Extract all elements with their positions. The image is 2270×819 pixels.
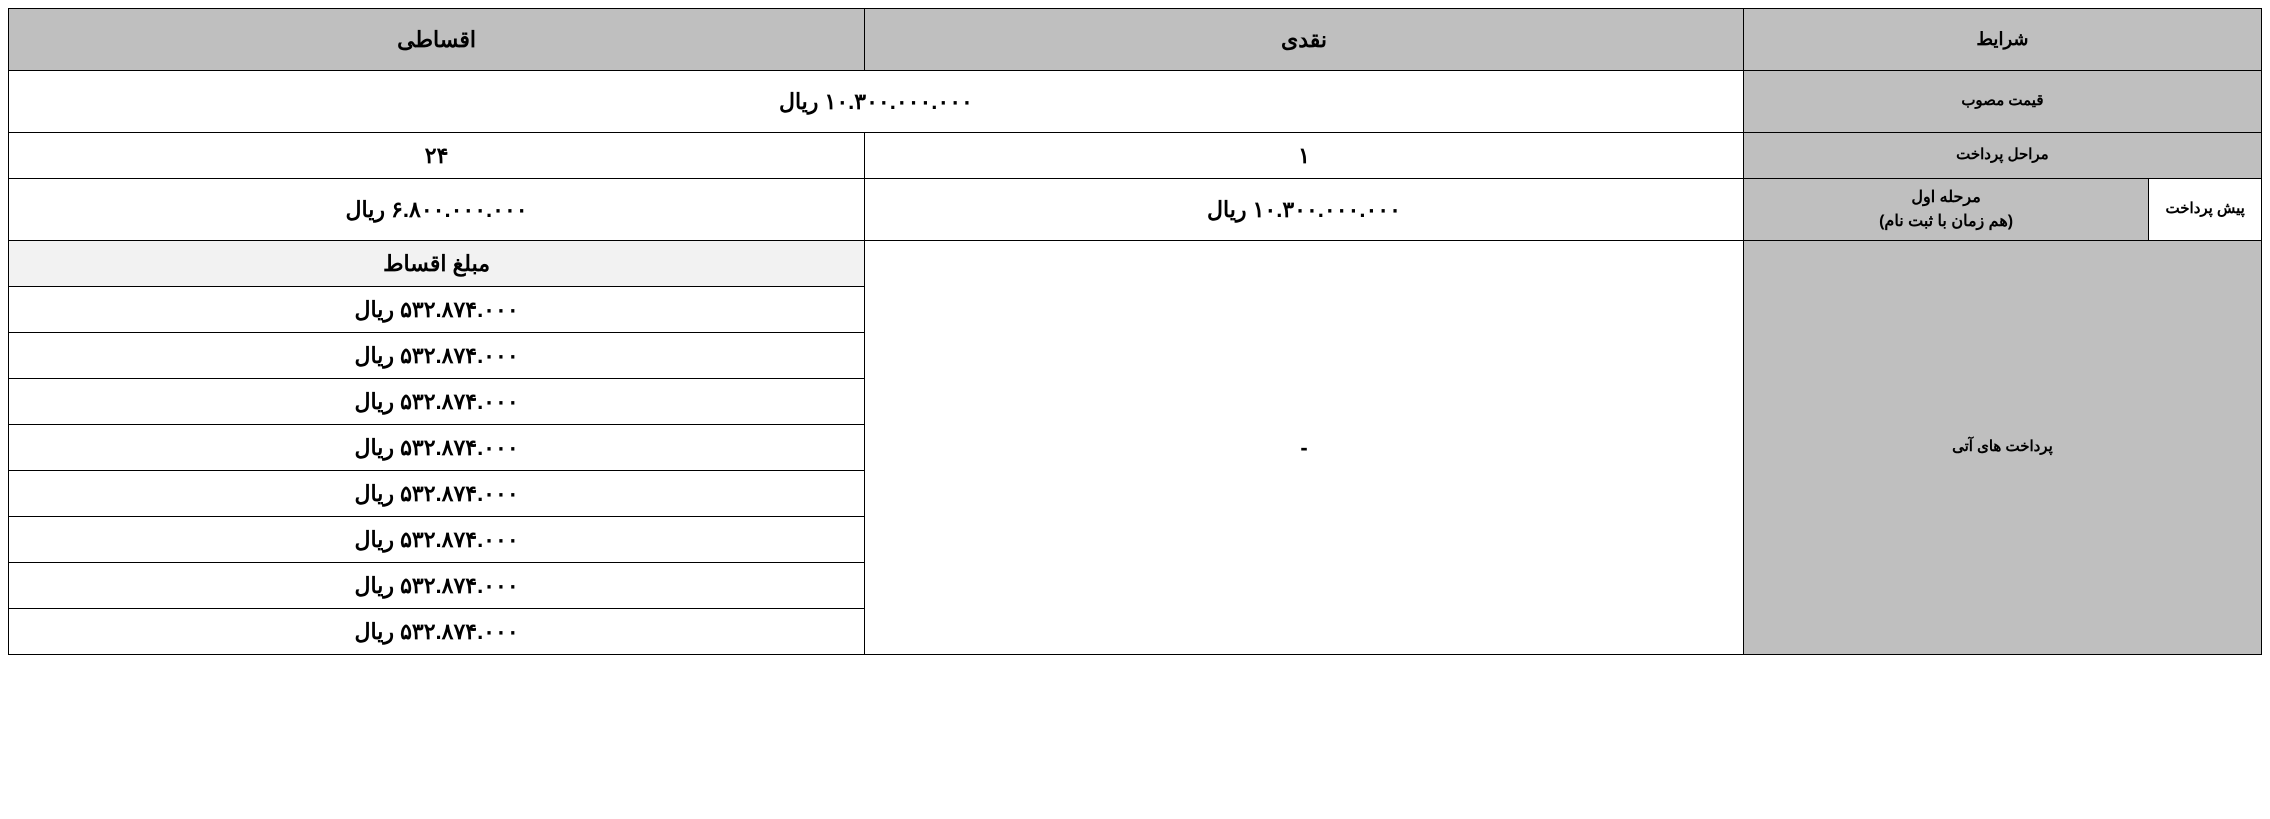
installment-value: ۵۳۲.۸۷۴.۰۰۰ ریال [9, 379, 865, 425]
installment-amount-header: مبلغ اقساط [9, 241, 865, 287]
future-payments-row-0: پرداخت های آتی - مبلغ اقساط [9, 241, 2262, 287]
installment-value: ۵۳۲.۸۷۴.۰۰۰ ریال [9, 333, 865, 379]
header-installment: اقساطی [9, 9, 865, 71]
payment-stages-label: مراحل پرداخت [1743, 133, 2261, 179]
installment-value: ۵۳۲.۸۷۴.۰۰۰ ریال [9, 609, 865, 655]
stage1-label-line1: مرحله اول [1911, 189, 1980, 206]
payment-stages-cash: ۱ [865, 133, 1744, 179]
stage1-cash: ۱۰.۳۰۰.۰۰۰.۰۰۰ ریال [865, 179, 1744, 241]
header-conditions: شرایط [1743, 9, 2261, 71]
approved-price-value: ۱۰.۳۰۰.۰۰۰.۰۰۰ ریال [9, 71, 1744, 133]
payment-stages-row: مراحل پرداخت ۱ ۲۴ [9, 133, 2262, 179]
future-payments-label: پرداخت های آتی [1743, 241, 2261, 655]
payment-stages-installment: ۲۴ [9, 133, 865, 179]
installment-value: ۵۳۲.۸۷۴.۰۰۰ ریال [9, 471, 865, 517]
payment-conditions-table: شرایط نقدی اقساطی قیمت مصوب ۱۰.۳۰۰.۰۰۰.۰… [8, 8, 2262, 655]
approved-price-row: قیمت مصوب ۱۰.۳۰۰.۰۰۰.۰۰۰ ریال [9, 71, 2262, 133]
table-header-row: شرایط نقدی اقساطی [9, 9, 2262, 71]
stage1-label: مرحله اول (هم زمان با ثبت نام) [1743, 179, 2149, 241]
installment-value: ۵۳۲.۸۷۴.۰۰۰ ریال [9, 287, 865, 333]
installment-value: ۵۳۲.۸۷۴.۰۰۰ ریال [9, 425, 865, 471]
approved-price-label: قیمت مصوب [1743, 71, 2261, 133]
header-cash: نقدی [865, 9, 1744, 71]
installment-value: ۵۳۲.۸۷۴.۰۰۰ ریال [9, 563, 865, 609]
installment-value: ۵۳۲.۸۷۴.۰۰۰ ریال [9, 517, 865, 563]
future-payments-cash: - [865, 241, 1744, 655]
stage1-installment: ۶.۸۰۰.۰۰۰.۰۰۰ ریال [9, 179, 865, 241]
stage1-label-line2: (هم زمان با ثبت نام) [1879, 213, 2013, 230]
prepayment-label: پیش پرداخت [2149, 179, 2262, 241]
stage1-row: پیش پرداخت مرحله اول (هم زمان با ثبت نام… [9, 179, 2262, 241]
